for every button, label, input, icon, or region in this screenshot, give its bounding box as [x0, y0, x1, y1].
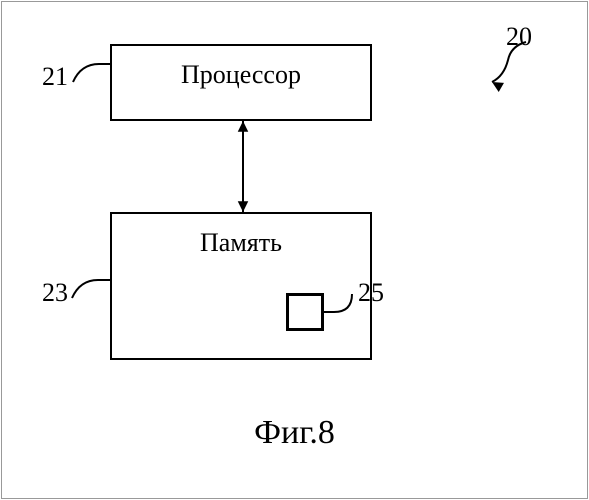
memory-label: Память — [200, 228, 282, 258]
memory-block: Память — [110, 212, 372, 360]
figure-caption: Фиг.8 — [0, 414, 589, 452]
ref-23-label: 23 — [42, 278, 68, 308]
memory-submodule-block — [286, 293, 324, 331]
ref-21-label: 21 — [42, 62, 68, 92]
processor-block: Процессор — [110, 44, 372, 121]
processor-label: Процессор — [181, 60, 301, 90]
ref-25-label: 25 — [358, 278, 384, 308]
ref-20-label: 20 — [506, 22, 532, 52]
